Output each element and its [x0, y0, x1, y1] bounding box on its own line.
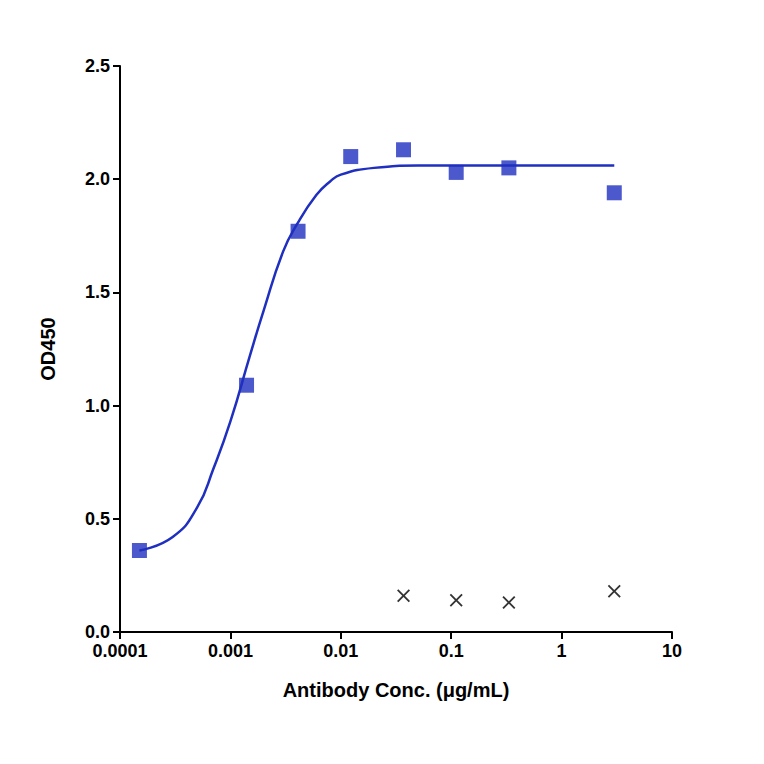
svg-text:Antibody Conc. (μg/mL): Antibody Conc. (μg/mL) [283, 679, 510, 701]
svg-text:0.001: 0.001 [208, 641, 253, 661]
svg-text:0.0: 0.0 [85, 622, 110, 642]
svg-text:2.0: 2.0 [85, 169, 110, 189]
svg-text:0.0001: 0.0001 [92, 641, 147, 661]
svg-text:0.01: 0.01 [323, 641, 358, 661]
svg-text:0.1: 0.1 [439, 641, 464, 661]
svg-text:0.5: 0.5 [85, 509, 110, 529]
svg-text:10: 10 [662, 641, 682, 661]
svg-text:2.5: 2.5 [85, 56, 110, 76]
svg-text:OD450: OD450 [37, 317, 59, 380]
svg-text:1.0: 1.0 [85, 396, 110, 416]
svg-text:1.5: 1.5 [85, 282, 110, 302]
svg-text:1: 1 [557, 641, 567, 661]
